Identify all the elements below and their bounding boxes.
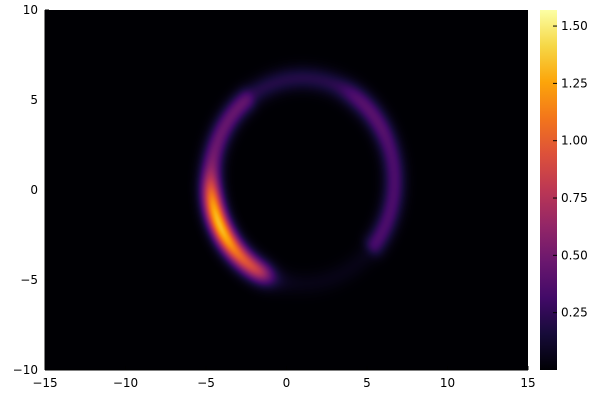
colorbar-tick-label: 1.25 bbox=[561, 76, 588, 90]
y-tick-label: 5 bbox=[30, 93, 38, 107]
x-tick-label: 15 bbox=[520, 376, 535, 390]
heatmap-image bbox=[45, 10, 528, 370]
x-tick-label: −10 bbox=[113, 376, 138, 390]
x-tick-label: 10 bbox=[440, 376, 455, 390]
x-tick-label: 5 bbox=[363, 376, 371, 390]
colorbar-gradient bbox=[540, 10, 557, 370]
y-tick-label: 10 bbox=[23, 3, 38, 17]
colorbar-tick-label: 1.00 bbox=[561, 134, 588, 148]
colorbar-tick-label: 0.75 bbox=[561, 191, 588, 205]
y-tick-label: 0 bbox=[30, 183, 38, 197]
colorbar-tick-label: 0.25 bbox=[561, 306, 588, 320]
y-tick-label: −10 bbox=[13, 363, 38, 377]
colorbar: 0.25 0.50 0.75 1.00 1.25 1.50 bbox=[540, 10, 588, 370]
x-tick-label: −5 bbox=[197, 376, 215, 390]
y-tick-group: −10 −5 0 5 10 bbox=[13, 3, 49, 377]
x-tick-label: −15 bbox=[32, 376, 57, 390]
colorbar-tick-label: 1.50 bbox=[561, 19, 588, 33]
colorbar-tick-group: 0.25 0.50 0.75 1.00 1.25 1.50 bbox=[553, 19, 588, 320]
x-tick-group: −15 −10 −5 0 5 10 15 bbox=[32, 366, 536, 390]
x-tick-label: 0 bbox=[283, 376, 291, 390]
colorbar-tick-label: 0.50 bbox=[561, 248, 588, 262]
y-tick-label: −5 bbox=[20, 273, 38, 287]
